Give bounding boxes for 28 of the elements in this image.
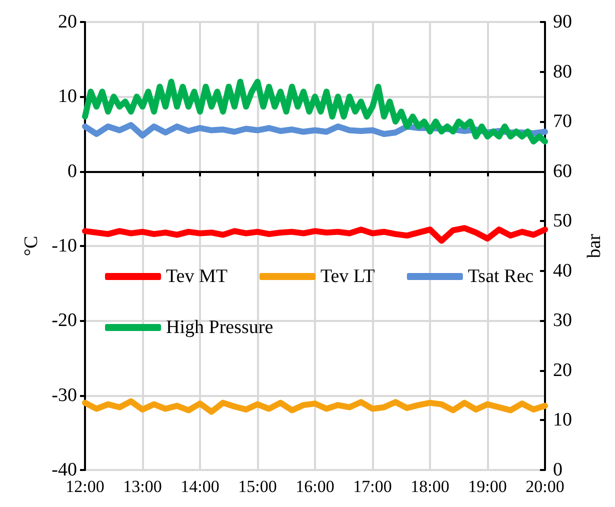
y2-tick-label: 90 [553, 12, 572, 32]
y2-tick-label: 10 [553, 410, 572, 431]
y-tick-label: -30 [52, 384, 77, 406]
y2-tick-label: 70 [553, 111, 572, 132]
x-tick-label: 19:00 [468, 477, 507, 496]
x-tick-label: 15:00 [238, 477, 277, 496]
x-tick-label: 14:00 [180, 477, 220, 496]
y2-tick-label: 80 [553, 61, 572, 82]
y-tick-label: 0 [68, 160, 77, 182]
y2-tick-label: 20 [553, 360, 572, 381]
x-tick-label: 17:00 [353, 477, 392, 496]
x-tick-label: 18:00 [410, 477, 450, 496]
legend-label: Tev MT [166, 266, 228, 287]
y2-tick-label: 40 [553, 260, 572, 282]
legend-label: High Pressure [166, 317, 274, 338]
y2-tick-label: 60 [553, 160, 572, 182]
y-tick-label: -10 [52, 236, 77, 256]
y-tick-label: 10 [58, 86, 77, 108]
y2-tick-label: 50 [553, 210, 572, 232]
y2-tick-label: 30 [553, 310, 572, 332]
x-tick-label: 13:00 [123, 477, 162, 496]
y-tick-label: -20 [52, 310, 77, 332]
y-axis-title: °C [20, 236, 42, 256]
y-tick-label: 20 [58, 12, 77, 32]
y2-axis-title: bar [584, 233, 605, 258]
legend-label: Tsat Rec [468, 266, 534, 287]
legend-label: Tev LT [320, 266, 376, 287]
x-tick-label: 16:00 [296, 477, 334, 496]
